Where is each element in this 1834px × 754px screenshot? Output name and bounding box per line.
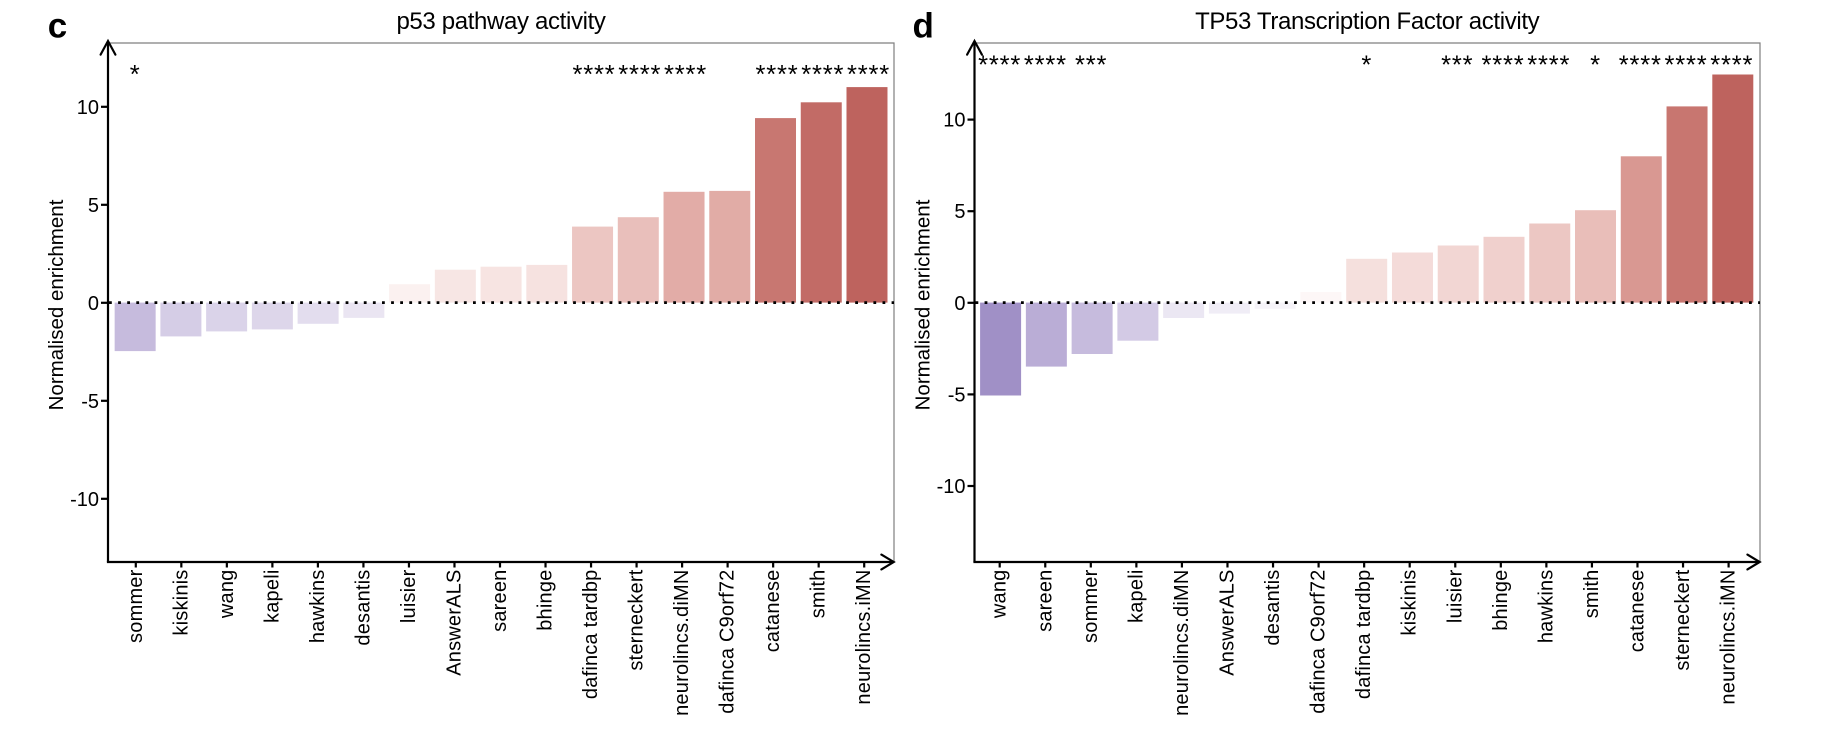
svg-text:****: ****	[801, 61, 844, 89]
svg-text:****: ****	[1024, 52, 1067, 80]
svg-text:5: 5	[88, 195, 99, 217]
svg-text:wang: wang	[989, 570, 1011, 620]
svg-text:smith: smith	[808, 570, 830, 619]
svg-text:dafinca C9orf72: dafinca C9orf72	[717, 570, 739, 714]
svg-text:kiskinis: kiskinis	[170, 570, 192, 636]
svg-text:hawkins: hawkins	[307, 570, 329, 644]
svg-text:****: ****	[1481, 52, 1524, 80]
svg-text:****: ****	[573, 61, 616, 89]
svg-text:kiskinis: kiskinis	[1399, 570, 1421, 636]
svg-text:AnswerALS: AnswerALS	[1216, 570, 1238, 676]
svg-text:-10: -10	[70, 489, 99, 511]
svg-text:kapeli: kapeli	[261, 570, 283, 623]
svg-text:0: 0	[88, 293, 99, 315]
svg-text:wang: wang	[216, 570, 238, 620]
svg-text:sareen: sareen	[489, 570, 511, 632]
svg-text:bhinge: bhinge	[535, 570, 557, 631]
svg-text:*: *	[1361, 52, 1372, 80]
svg-text:***: ***	[1441, 52, 1473, 80]
svg-text:*: *	[130, 61, 141, 89]
svg-text:sareen: sareen	[1034, 570, 1056, 632]
svg-text:p53 pathway activity: p53 pathway activity	[396, 8, 605, 35]
svg-text:****: ****	[664, 61, 707, 89]
svg-text:sommer: sommer	[125, 569, 147, 643]
svg-text:****: ****	[1665, 52, 1708, 80]
svg-text:****: ****	[618, 61, 661, 89]
svg-text:desantis: desantis	[1262, 570, 1284, 646]
svg-text:****: ****	[1619, 52, 1662, 80]
svg-text:AnswerALS: AnswerALS	[443, 570, 465, 676]
svg-text:catanese: catanese	[762, 570, 784, 653]
svg-text:****: ****	[847, 61, 890, 89]
svg-text:0: 0	[954, 293, 965, 315]
svg-text:smith: smith	[1581, 570, 1603, 619]
svg-text:dafinca C9orf72: dafinca C9orf72	[1308, 570, 1330, 714]
svg-text:dafinca tardbp: dafinca tardbp	[1353, 570, 1375, 700]
svg-text:neurolincs.iMN: neurolincs.iMN	[853, 570, 875, 705]
svg-text:****: ****	[978, 52, 1021, 80]
svg-text:hawkins: hawkins	[1535, 570, 1557, 644]
svg-text:sterneckert: sterneckert	[1672, 569, 1694, 670]
svg-text:bhinge: bhinge	[1490, 570, 1512, 631]
svg-text:-10: -10	[937, 476, 966, 498]
svg-text:5: 5	[954, 201, 965, 223]
svg-text:Normalised enrichment: Normalised enrichment	[912, 199, 935, 410]
svg-text:d: d	[913, 7, 934, 46]
svg-text:catanese: catanese	[1626, 570, 1648, 653]
svg-text:dafinca tardbp: dafinca tardbp	[580, 570, 602, 700]
svg-text:desantis: desantis	[352, 570, 374, 646]
svg-text:neurolincs.diMN: neurolincs.diMN	[1171, 570, 1193, 716]
svg-text:luisier: luisier	[1444, 569, 1466, 623]
svg-text:neurolincs.iMN: neurolincs.iMN	[1718, 570, 1740, 705]
svg-text:neurolincs.diMN: neurolincs.diMN	[671, 570, 693, 716]
svg-text:-5: -5	[948, 384, 966, 406]
svg-text:-5: -5	[81, 391, 99, 413]
svg-text:c: c	[48, 7, 67, 46]
svg-text:TP53 Transcription Factor acti: TP53 Transcription Factor activity	[1195, 8, 1540, 35]
svg-text:****: ****	[755, 61, 798, 89]
svg-text:10: 10	[77, 97, 99, 119]
svg-text:****: ****	[1710, 52, 1753, 80]
svg-text:sommer: sommer	[1080, 569, 1102, 643]
svg-text:*: *	[1590, 52, 1601, 80]
svg-text:luisier: luisier	[398, 569, 420, 623]
svg-text:sterneckert: sterneckert	[626, 569, 648, 670]
svg-text:****: ****	[1527, 52, 1570, 80]
svg-text:10: 10	[943, 110, 965, 132]
svg-text:kapeli: kapeli	[1125, 570, 1147, 623]
svg-text:***: ***	[1075, 52, 1107, 80]
svg-text:Normalised enrichment: Normalised enrichment	[45, 199, 68, 410]
